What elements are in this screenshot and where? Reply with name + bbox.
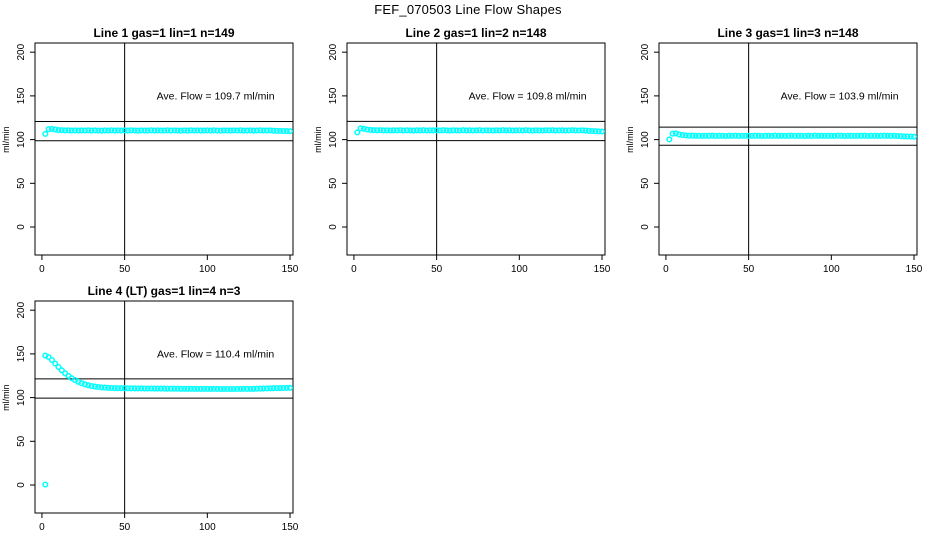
data-points	[42, 352, 294, 488]
x-tick-label: 150	[906, 264, 923, 275]
x-tick-label: 0	[39, 264, 45, 275]
y-tick-label: 50	[16, 435, 27, 447]
ave-flow-annotation: Ave. Flow = 103.9 ml/min	[781, 90, 899, 102]
x-tick-label: 150	[282, 264, 299, 275]
x-tick-label: 0	[663, 264, 669, 275]
x-tick-label: 100	[199, 522, 216, 533]
x-tick-label: 0	[39, 522, 45, 533]
subplot-title: Line 1 gas=1 lin=1 n=149	[93, 26, 234, 40]
y-tick-label: 50	[640, 177, 651, 189]
y-tick-label: 50	[16, 177, 27, 189]
x-tick-label: 50	[119, 264, 131, 275]
y-tick-label: 0	[16, 224, 27, 230]
y-axis-label: ml/min	[625, 126, 635, 152]
subplot-line-4: 0 50 100 150 0 50 100 150 200 Line 4 (LT) gas=1 l…	[1, 284, 299, 533]
ave-flow-annotation: Ave. Flow = 109.8 ml/min	[469, 90, 587, 102]
x-tick-label: 0	[351, 264, 357, 275]
data-points	[666, 130, 918, 143]
subplot-title: Line 2 gas=1 lin=2 n=148	[405, 26, 546, 40]
y-tick-label: 150	[16, 345, 27, 362]
subplot-line-2: 0 50 100 150 0 50 100 150 200 Line 2 gas=1 lin=2 …	[313, 26, 611, 275]
y-tick-label: 150	[16, 87, 27, 104]
y-tick-label: 200	[328, 43, 339, 60]
y-tick-label: 100	[328, 131, 339, 148]
data-points	[354, 125, 606, 136]
y-tick-label: 100	[16, 131, 27, 148]
plot-box	[34, 300, 294, 514]
y-tick-label: 0	[16, 482, 27, 488]
y-tick-label: 150	[640, 87, 651, 104]
y-tick-label: 100	[16, 389, 27, 406]
plot-box	[658, 42, 918, 256]
x-tick-label: 50	[431, 264, 443, 275]
y-tick-label: 150	[328, 87, 339, 104]
y-tick-label: 100	[640, 131, 651, 148]
y-tick-label: 0	[640, 224, 651, 230]
x-tick-label: 100	[511, 264, 528, 275]
subplot-title: Line 3 gas=1 lin=3 n=148	[717, 26, 858, 40]
x-tick-label: 100	[199, 264, 216, 275]
x-tick-label: 50	[743, 264, 755, 275]
plot-box	[346, 42, 606, 256]
y-tick-label: 200	[16, 43, 27, 60]
ave-flow-annotation: Ave. Flow = 110.4 ml/min	[157, 348, 274, 360]
x-tick-label: 100	[823, 264, 840, 275]
y-axis-label: ml/min	[313, 126, 323, 152]
plot-box	[34, 42, 294, 256]
data-points	[42, 125, 294, 137]
x-tick-label: 150	[282, 522, 299, 533]
y-tick-label: 50	[328, 177, 339, 189]
subplot-title: Line 4 (LT) gas=1 lin=4 n=3	[88, 284, 241, 298]
subplot-line-1: 0 50 100 150 0 50 100 150 200 Line 1 gas=1 lin=1 …	[1, 26, 299, 275]
y-tick-label: 200	[16, 301, 27, 318]
y-tick-label: 0	[328, 224, 339, 230]
ave-flow-annotation: Ave. Flow = 109.7 ml/min	[157, 90, 275, 102]
x-tick-label: 150	[594, 264, 611, 275]
figure-title: FEF_070503 Line Flow Shapes	[374, 2, 562, 17]
x-tick-label: 50	[119, 522, 131, 533]
y-tick-label: 200	[640, 43, 651, 60]
subplot-line-3: 0 50 100 150 0 50 100 150 200 Line 3 gas=1 lin=3 …	[625, 26, 923, 275]
y-axis-label: ml/min	[1, 384, 11, 411]
y-axis-label: ml/min	[1, 126, 11, 152]
